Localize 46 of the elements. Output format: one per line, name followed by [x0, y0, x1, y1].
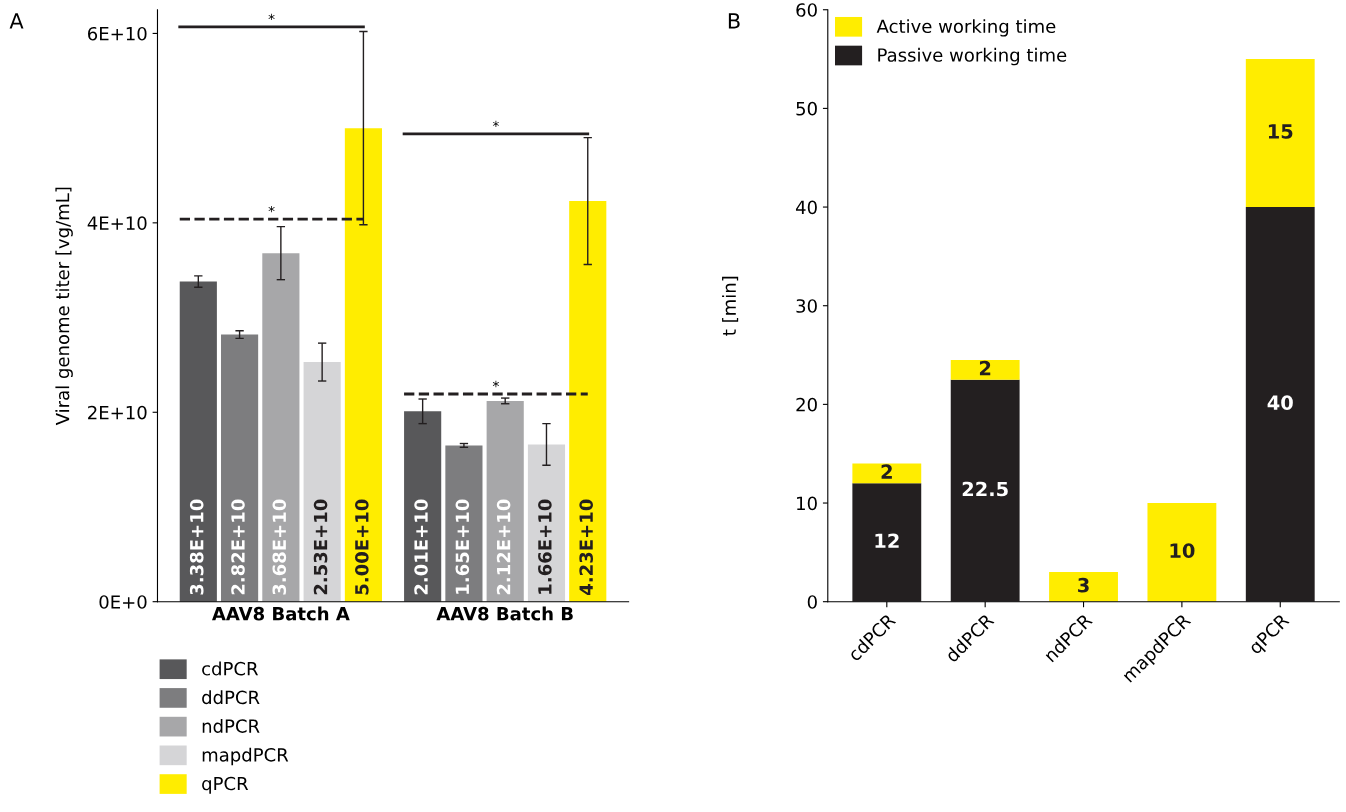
data-label: 2.53E+10: [313, 499, 328, 595]
y-tick-label: 0: [807, 595, 817, 609]
data-label: 40: [1267, 395, 1293, 411]
x-tick-label: AAV8 Batch B: [436, 606, 573, 621]
data-label: 3.68E+10: [272, 499, 287, 595]
y-tick-label: 4E+10: [87, 216, 147, 230]
annotation: *: [268, 205, 275, 213]
y-tick-label: 50: [796, 101, 817, 116]
y-tick-label: 0E+0: [99, 595, 147, 609]
y-tick-label: 60: [796, 3, 817, 17]
data-label: 2: [979, 360, 991, 376]
annotation: *: [492, 120, 499, 128]
data-label: 5.00E+10: [355, 499, 369, 595]
data-label: 1.65E+10: [455, 499, 470, 594]
data-label: 15: [1268, 124, 1293, 139]
text: A: [9, 13, 24, 29]
data-label: 22.5: [962, 481, 1008, 497]
annotation: *: [268, 13, 275, 21]
y-tick-label: 6E+10: [88, 26, 147, 41]
y-tick-label: 20: [796, 397, 817, 412]
y-tick-label: 30: [796, 299, 817, 313]
legend-label: ddPCR: [202, 690, 260, 705]
legend-label: Passive working time: [878, 47, 1067, 66]
y-axis-title: t [min]: [722, 276, 739, 336]
data-label: 10: [1170, 543, 1195, 558]
data-label: 1.66E+10: [538, 499, 552, 594]
data-label: 3.38E+10: [189, 499, 204, 595]
data-label: 2.01E+10: [414, 499, 428, 595]
y-axis-title: Viral genome titer [vg/mL]: [55, 187, 73, 426]
y-tick-label: 10: [797, 496, 817, 511]
data-label: 2: [881, 464, 892, 479]
y-tick-label: 2E+10: [88, 405, 147, 420]
data-label: 3: [1078, 577, 1089, 593]
data-label: 2.82E+10: [231, 499, 245, 595]
text: B: [728, 13, 740, 29]
x-tick-label: AAV8 Batch A: [211, 606, 350, 621]
legend-label: ndPCR: [202, 718, 260, 733]
data-label: 2.12E+10: [496, 499, 511, 595]
data-label: 12: [875, 533, 899, 548]
y-tick-label: 40: [795, 200, 817, 215]
legend-label: mapdPCR: [202, 747, 289, 766]
annotation: *: [492, 380, 499, 388]
data-label: 4.23E+10: [579, 499, 593, 595]
legend-label: qPCR: [202, 776, 249, 794]
legend-label: cdPCR: [202, 661, 259, 676]
legend-label: Active working time: [876, 19, 1056, 37]
